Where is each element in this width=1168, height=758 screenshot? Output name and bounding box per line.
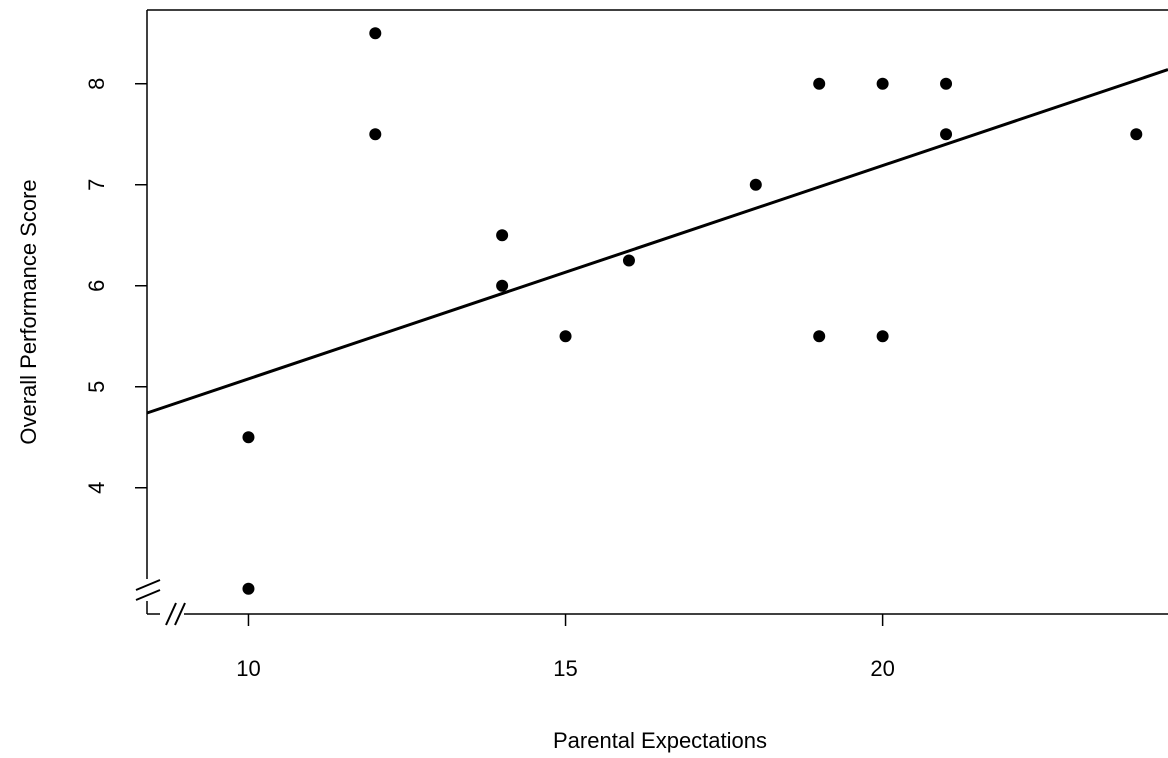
data-point [242, 431, 255, 444]
y-axis-ticks: 4 5 6 7 8 [84, 78, 147, 494]
y-tick-label: 6 [84, 280, 109, 292]
data-point [369, 128, 382, 141]
y-axis-break-mark-1 [135, 579, 161, 591]
data-point [496, 279, 509, 292]
y-tick-label: 8 [84, 78, 109, 90]
x-tick-label: 10 [236, 656, 260, 681]
data-point [813, 77, 826, 90]
regression-line [146, 68, 1168, 415]
y-tick-label: 5 [84, 381, 109, 393]
data-point [242, 582, 255, 595]
data-point [622, 254, 635, 267]
data-point [813, 330, 826, 343]
data-point [1130, 128, 1143, 141]
x-axis-break-mark-1 [165, 602, 177, 626]
x-axis-ticks: 10 15 20 [236, 614, 895, 681]
data-point [749, 178, 762, 191]
data-point [496, 229, 509, 242]
data-point [876, 330, 889, 343]
data-point [940, 77, 953, 90]
data-point [940, 128, 953, 141]
y-axis-break-mark-2 [135, 589, 161, 601]
x-tick-label: 15 [553, 656, 577, 681]
x-tick-label: 20 [870, 656, 894, 681]
y-axis-label: Overall Performance Score [16, 179, 41, 444]
data-point [369, 27, 382, 40]
data-point [559, 330, 572, 343]
y-tick-label: 4 [84, 482, 109, 494]
data-points [242, 27, 1143, 595]
y-tick-label: 7 [84, 179, 109, 191]
x-axis-break-mark-2 [174, 602, 186, 626]
axis-break-marks [135, 579, 186, 626]
plot-frame [146, 9, 1168, 615]
data-point [876, 77, 889, 90]
x-axis-label: Parental Expectations [553, 728, 767, 753]
